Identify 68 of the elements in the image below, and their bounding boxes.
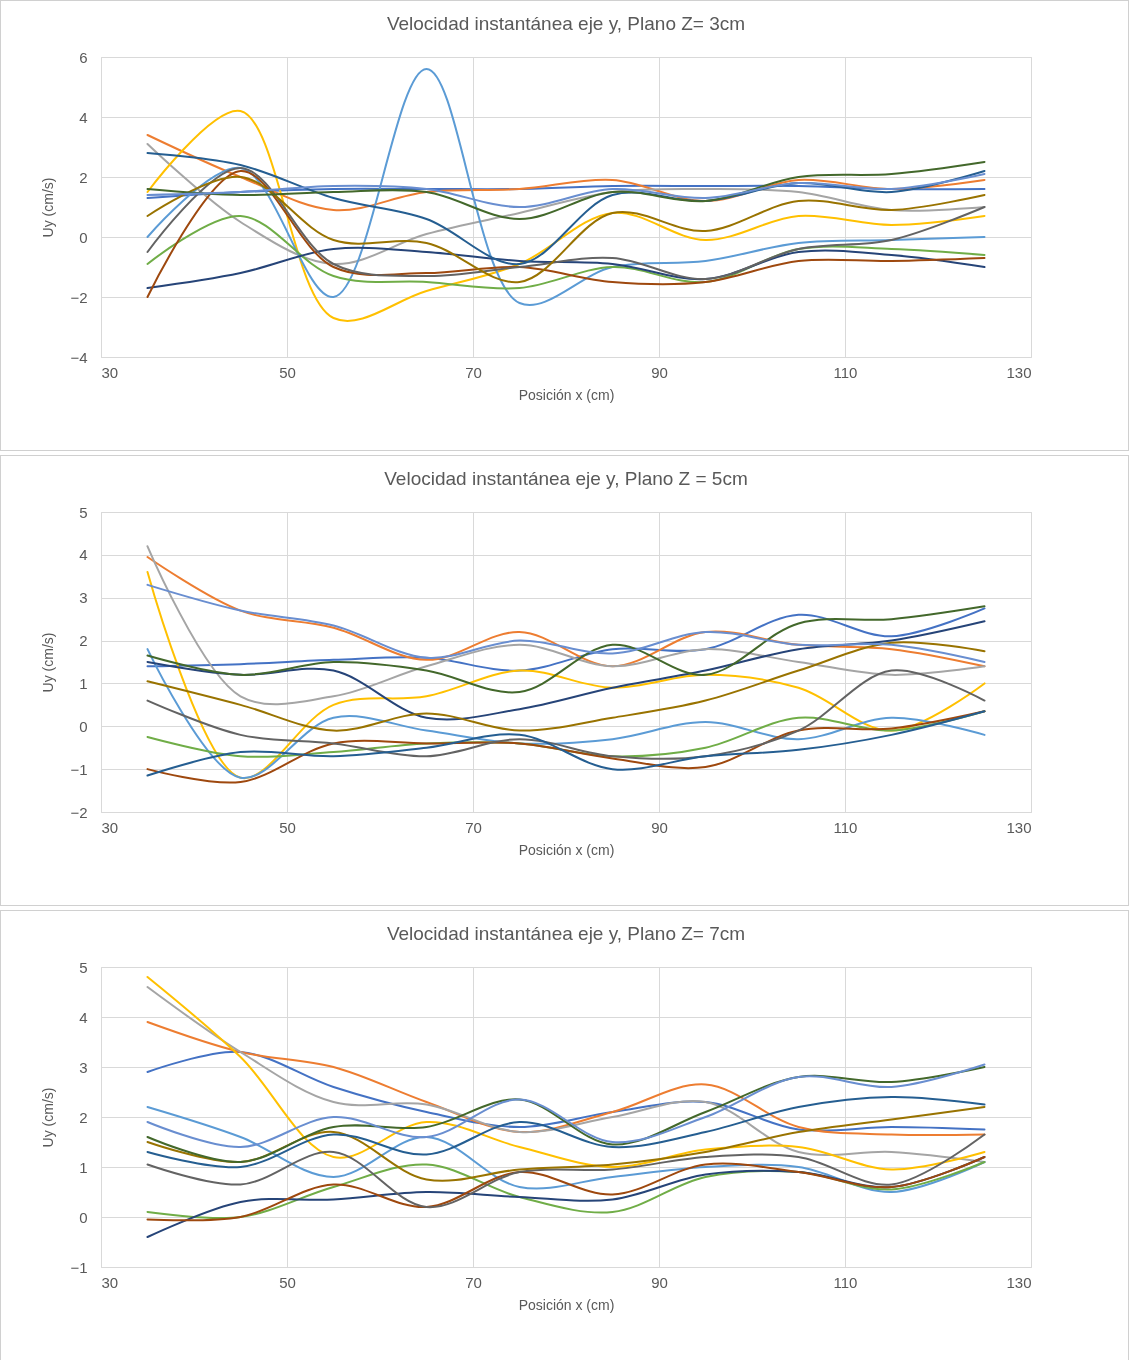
line-series — [146, 1096, 986, 1169]
y-tick-label: 4 — [79, 1008, 88, 1026]
y-tick-label: 6 — [79, 48, 88, 66]
y-tick-label: −1 — [70, 760, 88, 778]
x-tick-label: 30 — [101, 363, 119, 381]
line-series — [146, 173, 986, 208]
y-tick-label: −1 — [70, 1258, 88, 1276]
line-series — [146, 556, 986, 668]
y-tick-label: −2 — [70, 803, 88, 821]
y-tick-label: 2 — [79, 1108, 88, 1126]
y-axis-title: Uy (cm/s) — [40, 1087, 57, 1148]
y-tick-label: 2 — [79, 168, 88, 186]
x-tick-label: 130 — [1006, 363, 1032, 381]
y-tick-label: 5 — [79, 503, 88, 521]
x-tick-label: 50 — [279, 363, 296, 381]
y-tick-label: 0 — [79, 717, 88, 735]
line-series — [146, 161, 986, 220]
line-series — [146, 1063, 986, 1148]
line-series — [146, 246, 986, 289]
line-series — [146, 215, 986, 290]
y-tick-label: −2 — [70, 288, 88, 306]
line-series — [146, 648, 986, 779]
x-tick-label: 110 — [833, 1273, 858, 1291]
chart-title: Velocidad instantánea eje y, Plano Z = 5cm — [384, 468, 748, 489]
line-series — [146, 1021, 986, 1137]
x-tick-label: 30 — [101, 1273, 119, 1291]
x-tick-label: 130 — [1006, 818, 1032, 836]
y-tick-label: 3 — [79, 589, 88, 607]
line-series — [146, 68, 986, 306]
line-series — [146, 605, 986, 694]
chart-title: Velocidad instantánea eje y, Plano Z= 3cm — [386, 13, 746, 34]
line-series — [146, 641, 986, 732]
x-tick-label: 110 — [833, 363, 858, 381]
x-tick-label: 30 — [101, 818, 119, 836]
line-series — [146, 571, 986, 779]
y-tick-label: 1 — [79, 674, 88, 692]
x-tick-label: 50 — [279, 1273, 296, 1291]
x-tick-label: 70 — [465, 818, 482, 836]
x-tick-label: 110 — [833, 818, 858, 836]
y-tick-label: 0 — [79, 1208, 88, 1226]
y-tick-label: 2 — [79, 632, 88, 650]
line-series — [146, 170, 986, 298]
line-series — [146, 607, 986, 672]
line-series — [146, 583, 986, 663]
y-axis-title: Uy (cm/s) — [40, 632, 57, 693]
x-tick-label: 130 — [1006, 1273, 1032, 1291]
line-series — [146, 134, 986, 212]
line-series — [146, 1066, 986, 1163]
x-axis-title: Posición x (cm) — [518, 841, 615, 858]
y-tick-label: 4 — [79, 108, 88, 126]
y-tick-label: −4 — [70, 348, 88, 366]
x-tick-label: 90 — [651, 1273, 668, 1291]
x-axis-title: Posición x (cm) — [518, 1296, 615, 1313]
x-tick-label: 70 — [465, 363, 482, 381]
x-tick-label: 70 — [465, 1273, 482, 1291]
y-tick-label: 4 — [79, 546, 88, 564]
x-tick-label: 50 — [279, 818, 296, 836]
y-tick-label: 1 — [79, 1158, 88, 1176]
y-tick-label: 0 — [79, 228, 88, 246]
chart-title: Velocidad instantánea eje y, Plano Z= 7cm — [386, 923, 746, 944]
line-series — [146, 1050, 986, 1132]
x-tick-label: 90 — [651, 818, 668, 836]
y-axis-title: Uy (cm/s) — [40, 177, 57, 238]
line-series — [146, 1133, 986, 1208]
x-tick-label: 90 — [651, 363, 668, 381]
x-axis-title: Posición x (cm) — [518, 386, 615, 403]
y-tick-label: 5 — [79, 958, 88, 976]
y-tick-label: 3 — [79, 1058, 88, 1076]
